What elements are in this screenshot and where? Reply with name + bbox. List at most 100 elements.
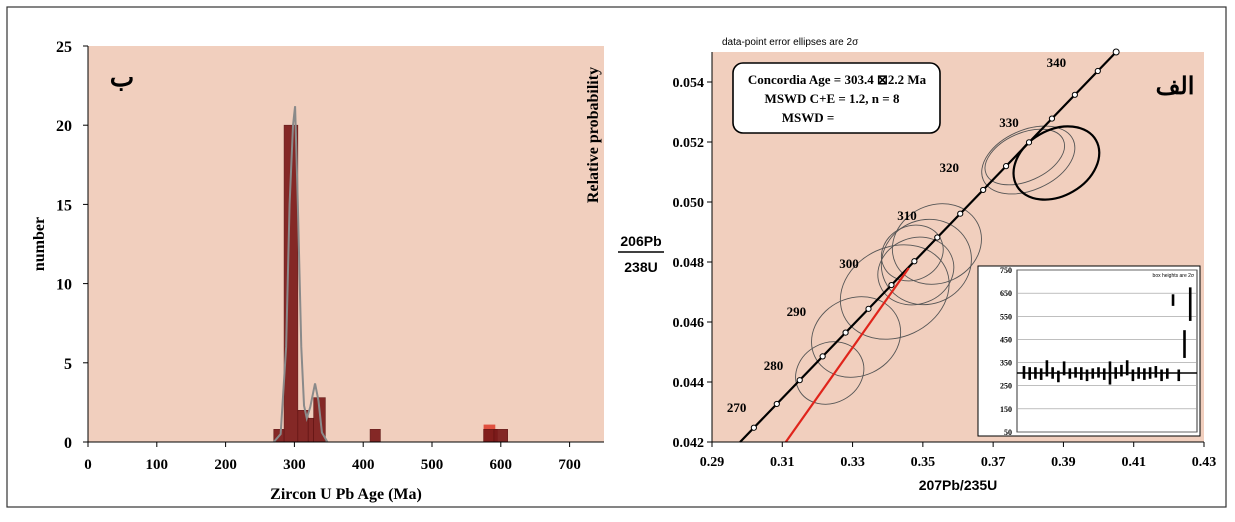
concordia-y-label-denominator: 238U — [624, 259, 657, 275]
histogram-y-tick-label: 20 — [56, 118, 72, 135]
inset-y-tick-label: 150 — [1000, 405, 1012, 414]
concordia-age-marker — [819, 353, 826, 360]
histogram-y-tick-label: 15 — [56, 197, 72, 214]
histogram-y-tick-label: 0 — [64, 435, 72, 452]
inset-box-12 — [1091, 368, 1095, 379]
age-label-270: 270 — [727, 400, 747, 415]
concordia-y-tick-label: 0.054 — [673, 76, 705, 91]
error-ellipse-5 — [891, 203, 982, 285]
histogram-bar-3 — [307, 417, 314, 443]
inset-y-tick-label: 50 — [1004, 428, 1012, 437]
histogram-y-tick-label: 10 — [56, 277, 72, 294]
inset-box-7 — [1062, 361, 1066, 376]
age-markers — [750, 48, 1120, 431]
concordia-age-marker — [750, 424, 757, 431]
histogram-x-tick-label: 200 — [214, 457, 237, 473]
inset-box-29 — [1188, 287, 1192, 321]
inset-y-tick-label: 750 — [1000, 266, 1012, 275]
concordia-header-note: data-point error ellipses are 2σ — [722, 37, 859, 48]
histogram-y-tick-label: 5 — [64, 356, 72, 373]
inset-note: box heights are 2σ — [1153, 273, 1195, 279]
concordia-age-marker — [773, 400, 780, 408]
histogram-x-tick-label: 400 — [352, 457, 375, 473]
info-box-mswd-ce: MSWD C+E = 1.2, n = 8 — [765, 91, 900, 106]
error-ellipse-8 — [984, 128, 1065, 186]
concordia-y-tick-label: 0.050 — [673, 196, 705, 211]
inset-box-9 — [1074, 367, 1077, 378]
error-ellipse-2 — [839, 244, 950, 340]
inset-box-22 — [1148, 367, 1152, 379]
inset-box-15 — [1108, 361, 1112, 385]
inset-box-8 — [1068, 368, 1072, 379]
concordia-y-tick-label: 0.048 — [673, 256, 705, 271]
age-label-280: 280 — [764, 358, 784, 373]
error-ellipses — [795, 125, 1101, 405]
concordia-panel: data-point error ellipses are 2σ 270 280 2… — [618, 37, 1216, 493]
concordia-age-marker — [1048, 115, 1056, 122]
concordia-age-marker — [842, 329, 849, 336]
inset-box-0 — [1022, 366, 1026, 379]
inset-box-21 — [1143, 368, 1146, 380]
error-ellipse-0 — [795, 341, 865, 405]
histogram-panel: 0 100 200 300 400 500 600 700 0 5 10 15 20 25 ب Zirc… — [31, 39, 604, 503]
inset-y-tick-label: 250 — [1000, 382, 1012, 391]
concordia-y-ticks: 0.042 0.044 0.046 0.048 0.050 0.052 0.054 — [673, 76, 712, 451]
histogram-panel-letter: ب — [110, 63, 134, 92]
concordia-age-marker — [1071, 91, 1078, 98]
histogram-x-tick-label: 600 — [490, 457, 513, 473]
error-ellipse-3 — [880, 218, 972, 306]
inset-boxes — [1022, 287, 1192, 385]
inset-chart: 750 650 550 450 350 250 150 50 box heights are … — [977, 265, 1201, 437]
histogram-bar-7 — [493, 429, 508, 443]
age-label-290: 290 — [787, 304, 807, 319]
concordia-x-tick-label: 0.29 — [700, 455, 725, 470]
inset-box-20 — [1137, 367, 1140, 379]
inset-box-23 — [1154, 366, 1158, 378]
histogram-y-label: number — [31, 217, 48, 271]
histogram-x-ticks: 0 100 200 300 400 500 600 700 — [84, 442, 581, 473]
histogram-bar-5 — [369, 429, 381, 443]
inset-box-6 — [1057, 370, 1060, 383]
concordia-end-marker — [1112, 48, 1120, 56]
concordia-y-tick-label: 0.042 — [673, 436, 705, 451]
concordia-age-marker — [888, 281, 895, 289]
histogram-x-tick-label: 500 — [421, 457, 444, 473]
discordia-line — [784, 267, 910, 443]
concordia-y-tick-label: 0.044 — [673, 376, 705, 391]
inset-box-26 — [1171, 294, 1175, 306]
concordia-age-marker — [934, 234, 941, 241]
inset-box-2 — [1034, 367, 1037, 379]
inset-box-14 — [1102, 368, 1106, 380]
probability-curve — [273, 106, 329, 443]
histogram-x-tick-label: 100 — [146, 457, 169, 473]
info-box-mswd: MSWD = — [782, 110, 835, 125]
error-ellipse-9 — [1012, 125, 1101, 201]
inset-box-5 — [1051, 367, 1054, 379]
concordia-y-label-numerator: 206Pb — [620, 233, 661, 249]
inset-box-25 — [1166, 368, 1169, 379]
inset-y-tick-label: 350 — [1000, 359, 1012, 368]
concordia-y-tick-label: 0.046 — [673, 316, 705, 331]
error-ellipse-7 — [981, 125, 1076, 195]
inset-box-1 — [1028, 367, 1031, 380]
inset-box-13 — [1097, 367, 1100, 378]
concordia-age-marker — [796, 377, 803, 384]
concordia-x-tick-label: 0.31 — [770, 455, 795, 470]
concordia-age-marker — [1094, 67, 1101, 75]
inset-box-11 — [1085, 369, 1089, 382]
error-ellipse-1 — [811, 296, 902, 378]
inset-box-16 — [1114, 367, 1117, 379]
concordia-age-marker — [911, 258, 918, 265]
concordia-x-tick-label: 0.35 — [911, 455, 936, 470]
concordia-x-tick-label: 0.37 — [981, 455, 1006, 470]
histogram-x-tick-label: 300 — [283, 457, 306, 473]
concordia-age-marker — [865, 305, 872, 312]
inset-box-4 — [1045, 360, 1049, 377]
inset-box-18 — [1125, 360, 1129, 376]
concordia-x-label: 207Pb/235U — [919, 477, 998, 493]
inset-box-27 — [1177, 369, 1181, 382]
inset-y-tick-label: 450 — [1000, 335, 1012, 344]
histogram-x-tick-label: 700 — [558, 457, 581, 473]
histogram-x-tick-label: 0 — [84, 457, 92, 473]
